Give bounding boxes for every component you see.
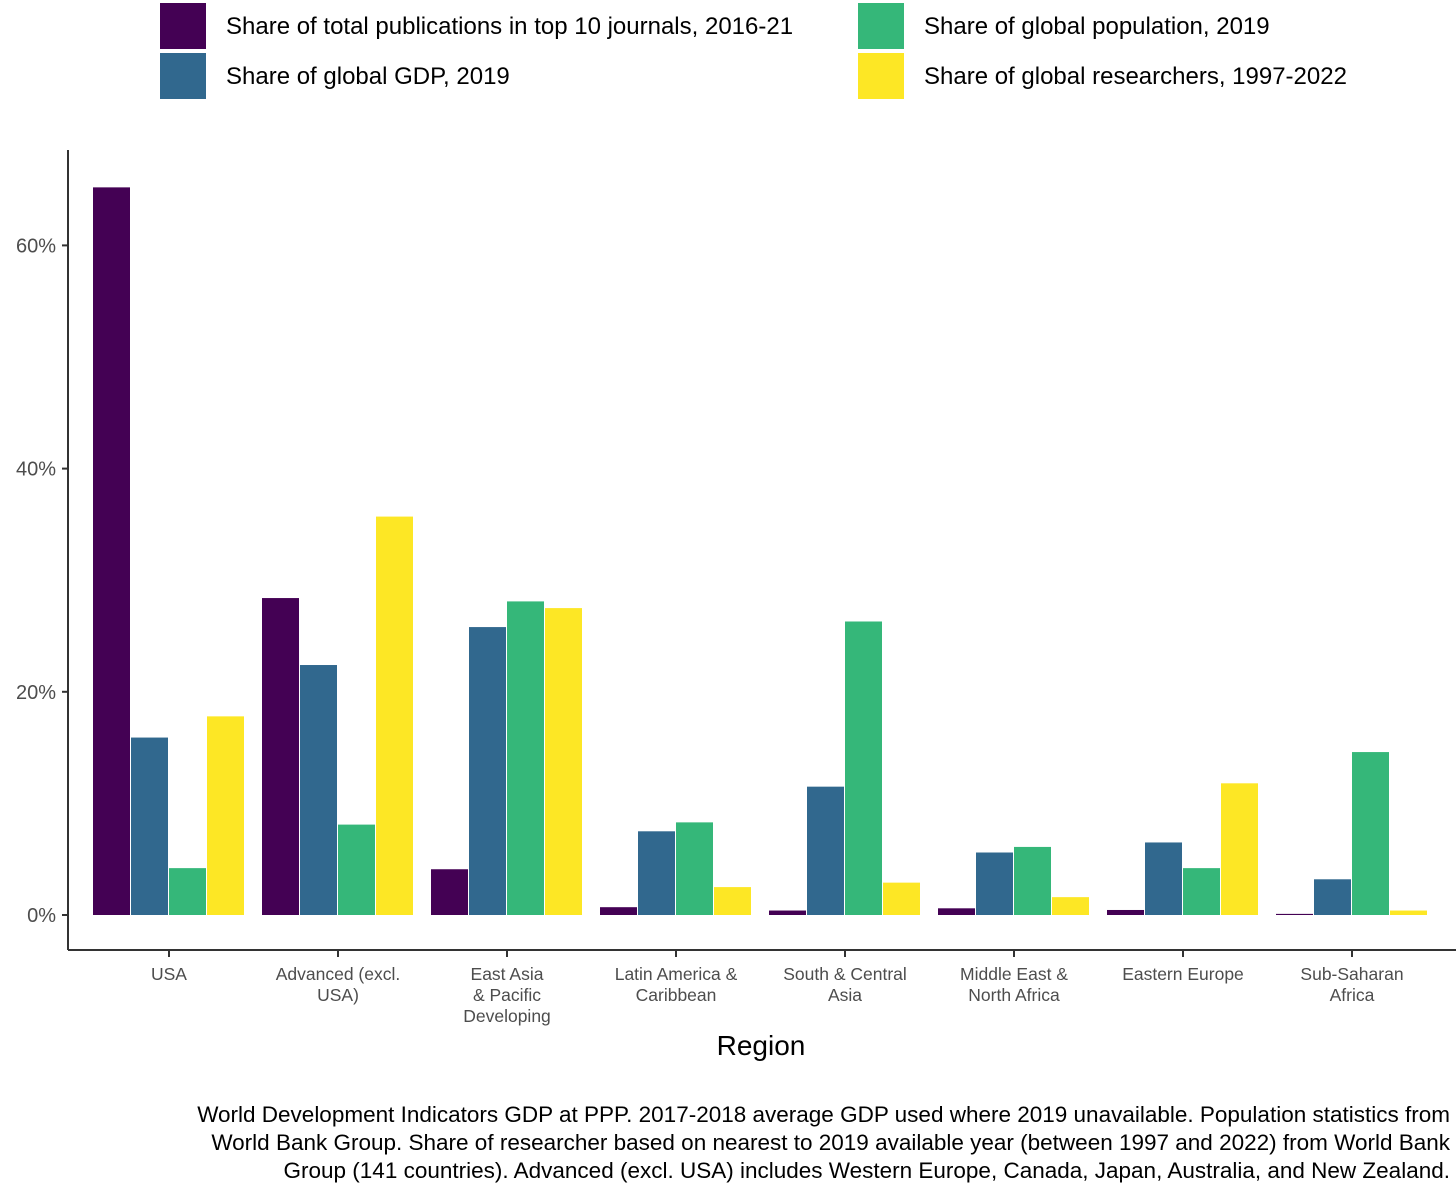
bar	[1390, 910, 1427, 915]
bar	[1107, 909, 1144, 915]
caption: World Development Indicators GDP at PPP.…	[10, 1101, 1450, 1185]
x-tick-label: Middle East & North Africa	[960, 964, 1068, 1005]
legend-label: Share of global GDP, 2019	[226, 63, 510, 90]
bar	[431, 869, 468, 915]
x-tick-label-line: Developing	[463, 1006, 551, 1026]
legend-swatch	[858, 53, 904, 99]
bar	[676, 822, 713, 915]
x-tick-label: East Asia & Pacific Developing	[463, 964, 551, 1026]
bar	[807, 786, 844, 915]
x-tick-label-line: Africa	[1330, 985, 1375, 1005]
bar	[469, 627, 506, 915]
y-tick-label: 40%	[16, 459, 56, 481]
x-tick-label-line: Asia	[828, 985, 862, 1005]
x-tick-label-line: Caribbean	[636, 985, 717, 1005]
bar-chart: Share of total publications in top 10 jo…	[16, 3, 1456, 1061]
bar	[714, 887, 751, 915]
legend-label: Share of global researchers, 1997-2022	[924, 63, 1347, 90]
bar	[638, 831, 675, 915]
x-tick-label-line: Advanced (excl.	[276, 964, 401, 984]
x-tick-label: USA	[151, 964, 187, 984]
bar	[300, 665, 337, 915]
legend-swatch	[160, 3, 206, 49]
x-tick-label-line: Middle East &	[960, 964, 1068, 984]
x-tick-label-line: Sub-Saharan	[1300, 964, 1403, 984]
x-tick-label: Advanced (excl. USA)	[276, 964, 401, 1005]
x-tick-label-line: South & Central	[783, 964, 907, 984]
x-tick-label: South & Central Asia	[783, 964, 907, 1005]
bar	[93, 187, 130, 916]
axes: 0% 20% 40% 60% USA Advanced (excl. USA) East As…	[16, 150, 1456, 1026]
legend-label: Share of total publications in top 10 jo…	[226, 13, 793, 40]
legend-label: Share of global population, 2019	[924, 13, 1270, 40]
legend-swatch	[160, 53, 206, 99]
bar	[938, 908, 975, 915]
bar	[769, 910, 806, 915]
bar	[338, 824, 375, 915]
legend-swatch	[858, 3, 904, 49]
bar	[600, 907, 637, 915]
bar	[1314, 879, 1351, 915]
bar	[1052, 897, 1089, 915]
bar	[169, 868, 206, 915]
y-tick-label: 20%	[16, 682, 56, 704]
x-tick-label: Latin America & Caribbean	[615, 964, 738, 1005]
x-tick-label-line: USA)	[317, 985, 359, 1005]
bar	[976, 852, 1013, 915]
x-axis-label: Region	[717, 1030, 806, 1061]
bars	[93, 187, 1427, 916]
bar	[262, 598, 299, 915]
caption-line: World Bank Group. Share of researcher ba…	[211, 1130, 1450, 1155]
x-tick-label-line: North Africa	[968, 985, 1060, 1005]
x-tick-label-line: USA	[151, 964, 187, 984]
bar	[1145, 842, 1182, 915]
x-tick-label-line: Eastern Europe	[1122, 964, 1244, 984]
legend: Share of total publications in top 10 jo…	[160, 3, 1347, 99]
bar	[1352, 752, 1389, 915]
bar	[883, 882, 920, 915]
x-tick-label-line: East Asia	[471, 964, 544, 984]
bar	[1276, 913, 1313, 915]
bar	[507, 601, 544, 915]
caption-line: Group (141 countries). Advanced (excl. U…	[283, 1158, 1450, 1183]
bar	[1221, 783, 1258, 915]
y-tick-label: 0%	[27, 905, 56, 927]
bar	[845, 621, 882, 915]
bar	[376, 516, 413, 915]
x-tick-label-line: Latin America &	[615, 964, 738, 984]
bar	[131, 737, 168, 915]
caption-line: World Development Indicators GDP at PPP.…	[197, 1102, 1450, 1127]
bar	[1183, 868, 1220, 915]
bar	[207, 716, 244, 915]
x-tick-label: Sub-Saharan Africa	[1300, 964, 1403, 1005]
x-tick-label-line: & Pacific	[473, 985, 541, 1005]
bar	[1014, 846, 1051, 915]
bar	[545, 608, 582, 915]
x-tick-label: Eastern Europe	[1122, 964, 1244, 984]
y-tick-label: 60%	[16, 235, 56, 257]
